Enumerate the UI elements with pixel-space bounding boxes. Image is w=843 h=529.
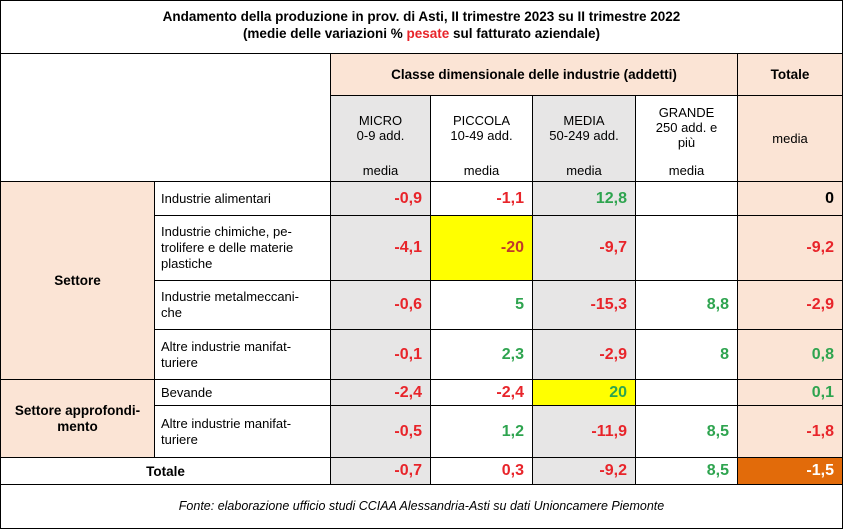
total-totale-highlight: -1,5 [737,457,843,485]
col-micro-range: 0-9 add. [356,127,405,143]
cell-totale: -2,9 [737,280,843,330]
total-piccola: 0,3 [430,457,533,485]
cell-piccola: -2,4 [430,379,533,406]
total-grande: 8,5 [635,457,738,485]
cell-grande [635,379,738,406]
cell-media: -15,3 [532,280,636,330]
col-piccola-name: PICCOLA [452,112,511,128]
cell-grande [635,181,738,216]
title-line-2-pre: (medie delle variazioni % [242,26,407,41]
cell-micro: -0,1 [330,329,431,380]
row-label-line: turiere [161,431,198,447]
col-media-sub: media [532,159,636,182]
col-micro-name: MICRO [358,112,403,128]
row-label: Industrie metalmeccani- che [154,280,331,330]
cell-micro: -4,1 [330,215,431,281]
col-grande-sub: media [635,159,738,182]
row-label-line: che [161,305,182,320]
col-piccola: PICCOLA 10-49 add. [430,95,533,160]
row-label-line: plastiche [161,256,213,271]
cell-micro: -0,6 [330,280,431,330]
group-settore-approfondimento: Settore approfondi- mento [0,379,155,458]
cell-piccola: -1,1 [430,181,533,216]
col-micro-sub: media [330,159,431,182]
col-media-range: 50-249 add. [549,127,619,143]
group-label-line: Settore approfondi- [14,402,141,418]
cell-piccola: 5 [430,280,533,330]
row-label: Industrie alimentari [154,181,331,216]
title-line-2-post: sul fatturato aziendale) [449,26,601,41]
cell-totale: -9,2 [737,215,843,281]
col-grande-name: GRANDE [658,105,715,121]
row-label-line: Industrie chimiche, pe- [161,224,292,239]
title-line-1: Andamento della produzione in prov. di A… [162,9,681,24]
cell-media: -9,7 [532,215,636,281]
total-sub-header: media [737,95,843,182]
source-note: Fonte: elaborazione ufficio studi CCIAA … [178,499,665,513]
total-header: Totale [737,53,843,96]
col-media: MEDIA 50-249 add. [532,95,636,160]
col-grande-range-1: 250 add. e [655,120,718,136]
cell-micro: -0,9 [330,181,431,216]
title-line-2: (medie delle variazioni % pesate sul fat… [0,25,843,42]
cell-piccola: 2,3 [430,329,533,380]
total-row-label: Totale [0,457,331,485]
col-micro: MICRO 0-9 add. [330,95,431,160]
row-label-line: turiere [161,354,198,370]
row-label-line: Industrie metalmeccani- [161,289,299,304]
table-title: Andamento della produzione in prov. di A… [0,8,843,42]
row-label-line: Altre industrie manifat- [161,338,292,354]
row-label: Industrie chimiche, pe- trolifere e dell… [154,215,331,281]
cell-piccola: 1,2 [430,405,533,458]
cell-micro: -0,5 [330,405,431,458]
row-label: Bevande [154,379,331,406]
empty-corner [0,53,331,182]
row-label: Altre industrie manifat- turiere [154,329,331,380]
group-label-line: mento [57,418,98,434]
cell-piccola-highlight: -20 [430,215,533,281]
cell-grande: 8,5 [635,405,738,458]
cell-grande: 8 [635,329,738,380]
cell-media: -11,9 [532,405,636,458]
cell-micro: -2,4 [330,379,431,406]
cell-totale: -1,8 [737,405,843,458]
cell-totale: 0,1 [737,379,843,406]
row-label-line: Altre industrie manifat- [161,415,292,431]
title-line-2-red: pesate [406,26,450,41]
cell-media-highlight: 20 [532,379,636,406]
col-grande: GRANDE 250 add. e più [635,95,738,160]
col-grande-range-2: più [677,135,696,151]
row-label: Altre industrie manifat- turiere [154,405,331,458]
class-header: Classe dimensionale delle industrie (add… [330,53,738,96]
cell-totale: 0 [737,181,843,216]
cell-grande: 8,8 [635,280,738,330]
row-label-line: trolifere e delle materie [161,240,294,255]
group-settore: Settore [0,181,155,380]
cell-grande [635,215,738,281]
cell-media: -2,9 [532,329,636,380]
col-media-name: MEDIA [563,112,605,128]
col-piccola-range: 10-49 add. [450,127,513,143]
production-table: Classe dimensionale delle industrie (add… [0,53,843,485]
cell-media: 12,8 [532,181,636,216]
cell-totale: 0,8 [737,329,843,380]
total-media: -9,2 [532,457,636,485]
total-micro: -0,7 [330,457,431,485]
col-piccola-sub: media [430,159,533,182]
